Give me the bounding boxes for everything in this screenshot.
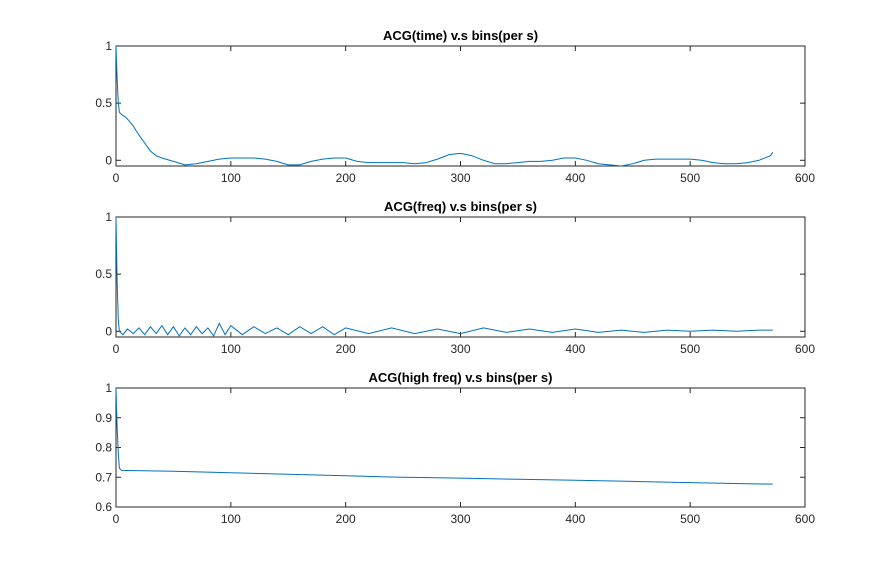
series-line	[115, 216, 773, 337]
x-tick-label: 600	[795, 342, 815, 356]
y-tick-label: 1	[105, 39, 112, 53]
chart-title: ACG(freq) v.s bins(per s)	[384, 199, 537, 214]
y-tick-label: 0	[105, 324, 112, 338]
series-line	[115, 45, 774, 167]
x-tick-label: 0	[113, 171, 120, 185]
y-tick-label: 0.8	[95, 441, 112, 455]
x-tick-label: 100	[221, 342, 241, 356]
x-tick-label: 100	[221, 171, 241, 185]
x-tick-label: 500	[680, 342, 700, 356]
axes-box	[115, 45, 806, 167]
y-tick-label: 0.5	[95, 96, 112, 110]
y-tick-label: 1	[105, 210, 112, 224]
y-tick-label: 0.5	[95, 267, 112, 281]
x-tick-label: 0	[113, 342, 120, 356]
subplot-2: ACG(freq) v.s bins(per s) 0 100 200 300 400 50…	[95, 199, 815, 356]
subplot-3: ACG(high freq) v.s bins(per s) 0 100 200 300…	[95, 370, 815, 526]
axes-box	[115, 216, 806, 338]
y-tick-label: 0.9	[95, 411, 112, 425]
x-tick-label: 500	[680, 512, 700, 526]
x-tick-label: 400	[565, 512, 585, 526]
x-tick-label: 300	[450, 342, 470, 356]
x-tick-label: 200	[336, 171, 356, 185]
x-tick-label: 300	[450, 171, 470, 185]
subplot-1: ACG(time) v.s bins(per s) 0 100 200 300 400 50…	[95, 28, 815, 185]
y-tick-label: 0	[105, 153, 112, 167]
x-tick-label: 400	[565, 342, 585, 356]
series-line	[115, 387, 773, 485]
x-tick-label: 400	[565, 171, 585, 185]
x-tick-label: 100	[221, 512, 241, 526]
y-tick-label: 1	[105, 381, 112, 395]
x-tick-label: 200	[336, 342, 356, 356]
chart-title: ACG(time) v.s bins(per s)	[383, 28, 538, 43]
chart-title: ACG(high freq) v.s bins(per s)	[369, 370, 553, 385]
y-tick-label: 0.7	[95, 470, 112, 484]
axes-box	[115, 387, 806, 508]
y-tick-label: 0.6	[95, 500, 112, 514]
x-tick-label: 600	[795, 171, 815, 185]
x-tick-label: 500	[680, 171, 700, 185]
x-tick-label: 200	[336, 512, 356, 526]
x-tick-label: 0	[113, 512, 120, 526]
x-tick-label: 600	[795, 512, 815, 526]
x-tick-label: 300	[450, 512, 470, 526]
